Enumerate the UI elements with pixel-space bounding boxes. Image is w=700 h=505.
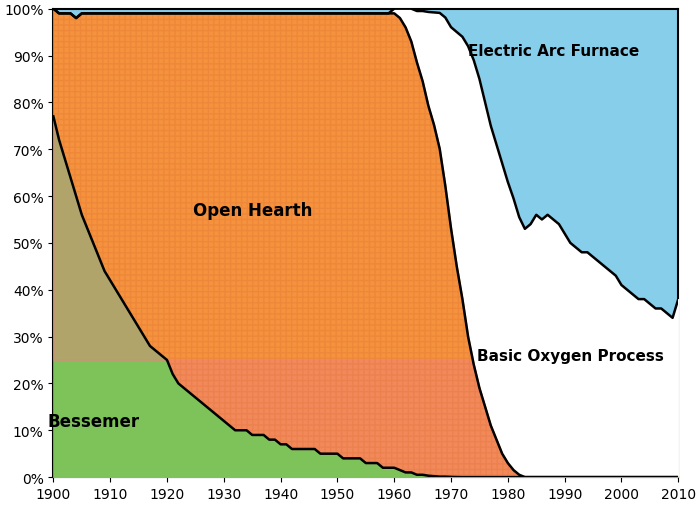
Text: Basic Oxygen Process: Basic Oxygen Process (477, 348, 664, 363)
Text: Electric Arc Furnace: Electric Arc Furnace (468, 44, 639, 59)
Text: Bessemer: Bessemer (47, 412, 139, 430)
Text: Open Hearth: Open Hearth (193, 201, 312, 220)
